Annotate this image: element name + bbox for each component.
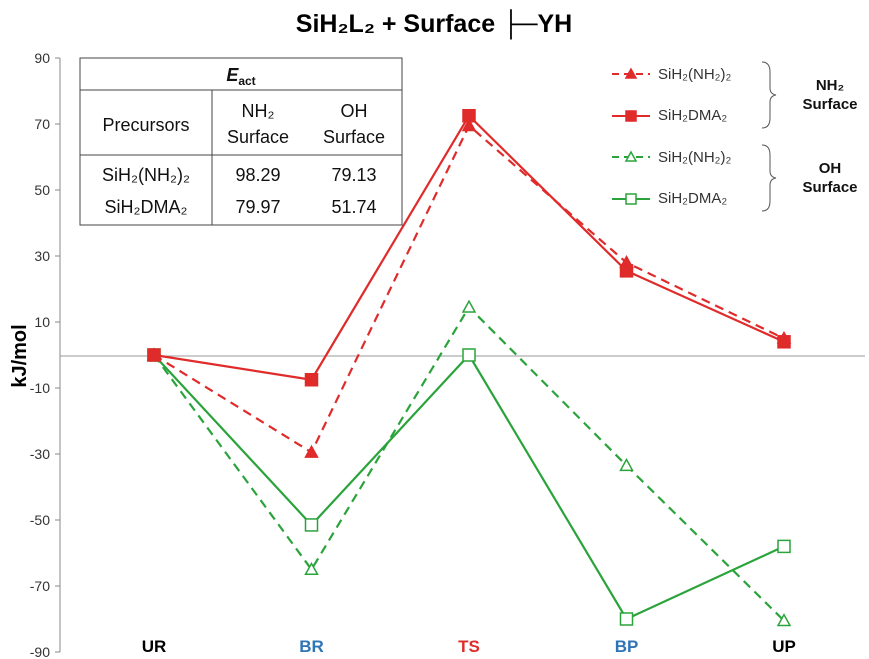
category-label: TS [458, 637, 480, 656]
data-point [304, 561, 319, 576]
table-cell-value: 79.97 [235, 197, 280, 217]
category-label: BR [299, 637, 324, 656]
y-tick-labels: 90 70 50 30 10 -10 -30 -50 -70 -90 [30, 50, 60, 659]
data-point [461, 299, 477, 313]
table-row-precursor: SiH₂(NH₂)₂ [102, 165, 190, 185]
y-tick-label: -90 [30, 644, 50, 659]
legend-bracket [761, 144, 777, 212]
category-labels: UR BR TS BP UP [142, 637, 796, 656]
data-point [619, 612, 634, 626]
y-tick-label: 50 [34, 182, 50, 198]
table-cell-value: 51.74 [331, 197, 376, 217]
y-tick-label: -70 [30, 578, 50, 594]
table-border [79, 57, 403, 226]
table-col-oh-line1: OH [341, 101, 368, 121]
y-axis-label: kJ/mol [9, 324, 31, 387]
legend-label: SiH₂DMA₂ [658, 190, 727, 207]
data-point [776, 613, 792, 627]
data-point [777, 335, 791, 349]
table-col-oh-line2: Surface [323, 127, 385, 147]
legend-label: SiH₂(NH₂)₂ [658, 149, 731, 166]
table-header-symbol: E [226, 65, 239, 85]
data-point [304, 518, 319, 532]
table-header-subscript: act [238, 74, 255, 88]
legend-label: SiH₂(NH₂)₂ [658, 66, 731, 83]
activation-energy-table: Eact Precursors NH₂ Surface OH Surface S… [79, 57, 403, 226]
table-col-precursors: Precursors [102, 115, 189, 135]
legend-label: SiH₂DMA₂ [658, 107, 727, 124]
series-group [147, 348, 791, 626]
legend-group-line1: OH [819, 160, 842, 177]
table-row-precursor: SiH₂DMA₂ [105, 197, 188, 217]
data-point [461, 118, 477, 132]
y-tick-label: -30 [30, 446, 50, 462]
data-series [146, 109, 792, 627]
data-point [304, 373, 319, 387]
data-point [304, 444, 319, 458]
legend-swatch-marker [625, 193, 637, 205]
legend-group-line2: Surface [802, 96, 857, 113]
legend-swatch-marker [625, 110, 637, 122]
table-col-nh2-line2: Surface [227, 127, 289, 147]
y-tick-label: -50 [30, 512, 50, 528]
y-tick-label: -10 [30, 380, 50, 396]
data-point [147, 348, 161, 362]
data-point [619, 458, 634, 472]
legend-group-line2: Surface [802, 179, 857, 196]
data-point [777, 539, 791, 554]
legend-bracket [761, 61, 777, 129]
y-tick-label: 70 [34, 116, 50, 132]
table-cell-value: 98.29 [235, 165, 280, 185]
data-point [462, 348, 476, 362]
legend-swatch-marker [624, 150, 638, 162]
legend-group-line1: NH₂ [816, 77, 844, 94]
data-point [619, 264, 634, 278]
category-label: UR [142, 637, 167, 656]
table-col-nh2-line1: NH₂ [242, 101, 275, 121]
table-cell-value: 79.13 [331, 165, 376, 185]
y-tick-label: 10 [34, 314, 50, 330]
series-group [147, 109, 791, 387]
data-point [462, 109, 476, 123]
category-label: UP [772, 637, 796, 656]
legend: SiH₂(NH₂)₂ SiH₂DMA₂ SiH₂(NH₂)₂ SiH₂DMA₂ … [612, 61, 858, 212]
legend-swatch-marker [624, 67, 638, 79]
y-tick-label: 30 [34, 248, 50, 264]
series-line [153, 353, 785, 621]
y-tick-label: 90 [34, 50, 50, 66]
category-label: BP [615, 637, 639, 656]
chart-title: SiH₂L₂ + Surface ├─YH [296, 9, 572, 40]
table-header: Eact [226, 65, 255, 88]
